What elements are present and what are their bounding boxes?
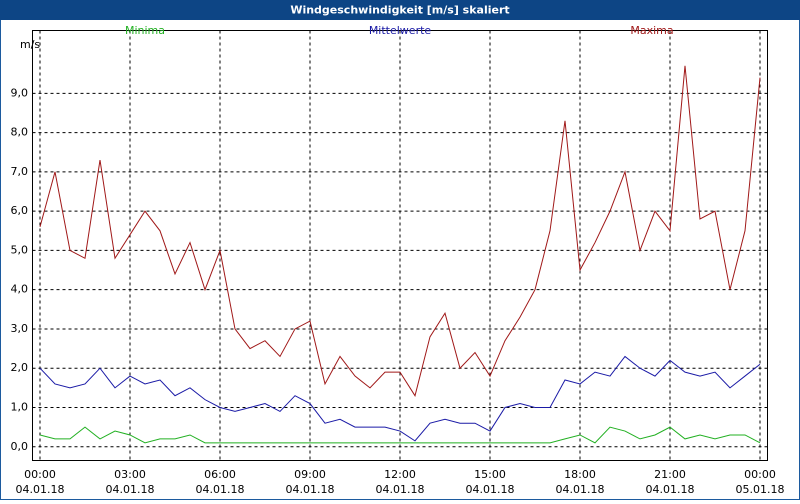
x-tick-date: 04.01.18 xyxy=(646,483,695,496)
x-tick-label: 09:00 xyxy=(294,468,326,481)
x-tick-label: 15:00 xyxy=(474,468,506,481)
y-tick-label: 9,0 xyxy=(11,86,29,99)
y-tick-label: 0,0 xyxy=(11,440,29,453)
y-tick-label: 7,0 xyxy=(11,165,29,178)
x-tick-label: 06:00 xyxy=(204,468,236,481)
legend-entry: Maxima xyxy=(630,24,673,37)
title-bar xyxy=(0,0,800,20)
x-tick-date: 04.01.18 xyxy=(286,483,335,496)
x-tick-label: 00:00 xyxy=(24,468,56,481)
series-line xyxy=(39,355,761,442)
y-tick-label: 2,0 xyxy=(11,361,29,374)
x-tick-date: 05.01.18 xyxy=(736,483,785,496)
y-tick-label: 4,0 xyxy=(11,283,29,296)
x-tick-label: 18:00 xyxy=(564,468,596,481)
x-tick-label: 00:00 xyxy=(744,468,776,481)
x-tick-label: 03:00 xyxy=(114,468,146,481)
y-tick-label: 8,0 xyxy=(11,126,29,139)
x-tick-label: 12:00 xyxy=(384,468,416,481)
x-tick-date: 04.01.18 xyxy=(106,483,155,496)
series-line xyxy=(39,426,761,444)
x-tick-date: 04.01.18 xyxy=(16,483,65,496)
series-line xyxy=(39,65,761,397)
x-tick-date: 04.01.18 xyxy=(196,483,245,496)
y-tick-label: 1,0 xyxy=(11,400,29,413)
legend-entry: Mittelwerte xyxy=(369,24,432,37)
y-tick-label: 3,0 xyxy=(11,322,29,335)
x-tick-label: 21:00 xyxy=(654,468,686,481)
x-tick-date: 04.01.18 xyxy=(466,483,515,496)
x-tick-date: 04.01.18 xyxy=(556,483,605,496)
y-tick-label: 6,0 xyxy=(11,204,29,217)
y-axis-label: m/s xyxy=(20,38,40,51)
y-tick-label: 5,0 xyxy=(11,243,29,256)
chart-title: Windgeschwindigkeit [m/s] skaliert xyxy=(290,4,509,17)
x-tick-date: 04.01.18 xyxy=(376,483,425,496)
legend-entry: Minima xyxy=(125,24,165,37)
